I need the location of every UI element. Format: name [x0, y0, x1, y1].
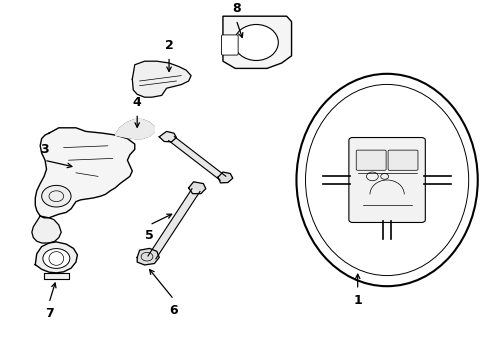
- Polygon shape: [169, 136, 226, 180]
- Polygon shape: [115, 120, 154, 139]
- FancyBboxPatch shape: [388, 150, 418, 170]
- Text: 1: 1: [353, 294, 362, 307]
- Text: 8: 8: [232, 3, 241, 15]
- Text: 5: 5: [145, 229, 154, 242]
- FancyBboxPatch shape: [356, 150, 386, 170]
- Polygon shape: [35, 128, 135, 218]
- Text: 4: 4: [133, 96, 142, 109]
- Polygon shape: [137, 248, 159, 265]
- Text: 6: 6: [170, 304, 178, 317]
- Polygon shape: [223, 16, 292, 68]
- Circle shape: [42, 185, 71, 207]
- Polygon shape: [35, 242, 77, 273]
- Ellipse shape: [43, 248, 70, 269]
- Polygon shape: [218, 172, 233, 183]
- Text: 7: 7: [45, 307, 53, 320]
- Polygon shape: [44, 273, 69, 279]
- Polygon shape: [159, 131, 176, 142]
- FancyBboxPatch shape: [349, 138, 425, 222]
- Polygon shape: [32, 216, 61, 243]
- Polygon shape: [189, 182, 206, 194]
- FancyBboxPatch shape: [221, 35, 238, 55]
- Text: 2: 2: [165, 39, 173, 52]
- Polygon shape: [148, 189, 200, 259]
- Polygon shape: [132, 61, 191, 97]
- Text: 3: 3: [40, 143, 49, 156]
- Ellipse shape: [234, 24, 278, 60]
